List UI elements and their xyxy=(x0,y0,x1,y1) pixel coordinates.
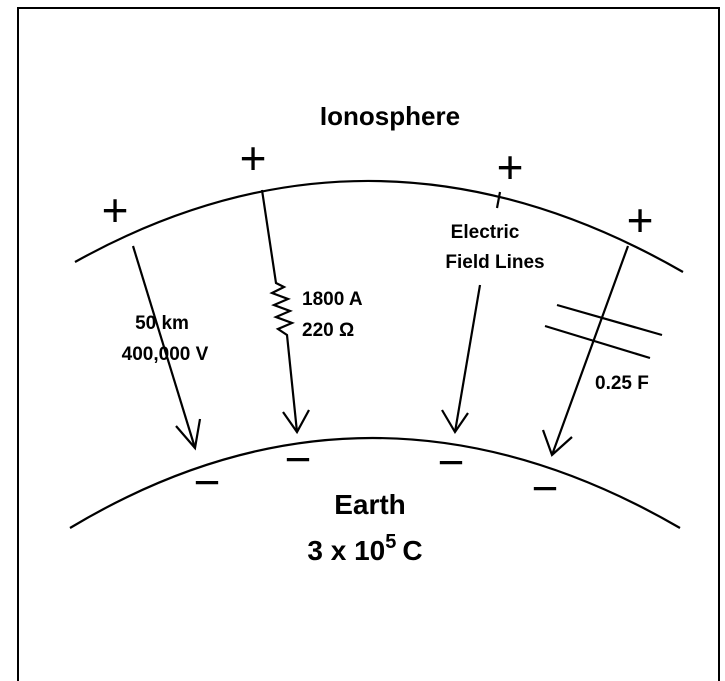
earth-label: Earth xyxy=(334,489,406,520)
resistance-label: 220 Ω xyxy=(302,320,354,341)
resistor-line xyxy=(260,189,310,435)
capacitance-label: 0.25 F xyxy=(595,373,649,394)
voltage-label: 400,000 V xyxy=(122,344,209,365)
charge-base: 3 x 10 xyxy=(307,535,385,566)
field-line xyxy=(131,245,202,451)
charge-label: 3 x 105 C xyxy=(307,531,422,566)
plus-sign: + xyxy=(240,132,267,184)
field-label: Field Lines xyxy=(445,252,544,273)
minus-sign: − xyxy=(532,462,559,514)
distance-label: 50 km xyxy=(135,313,189,334)
field-line xyxy=(541,245,630,457)
minus-sign: − xyxy=(194,456,221,508)
charge-exponent: 5 xyxy=(385,531,396,553)
charge-unit: C xyxy=(402,535,422,566)
minus-sign: − xyxy=(438,436,465,488)
current-label: 1800 A xyxy=(302,289,363,310)
pointer xyxy=(495,191,502,209)
field-label: Electric xyxy=(451,222,520,243)
plus-sign: + xyxy=(627,194,654,246)
capacitor xyxy=(544,303,663,360)
minus-sign: − xyxy=(285,433,312,485)
plus-sign: + xyxy=(102,184,129,236)
plus-sign: + xyxy=(497,141,524,193)
ionosphere-arc xyxy=(74,179,684,273)
earth-arc xyxy=(69,436,681,529)
field-line xyxy=(441,284,482,435)
frame xyxy=(17,7,720,681)
ionosphere-label: Ionosphere xyxy=(320,101,460,131)
